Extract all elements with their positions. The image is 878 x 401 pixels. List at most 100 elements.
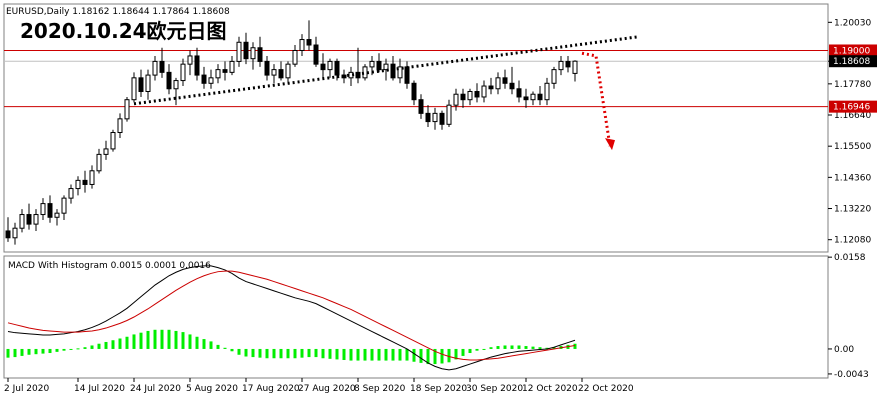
candle [320, 53, 326, 78]
price-panel: 1.20030 1.18608 1.17780 1.16640 1.15500 1.143… [3, 3, 877, 253]
candle-body-down [82, 179, 88, 185]
macd-histogram-bar [146, 330, 150, 349]
macd-histogram-bar [461, 348, 465, 356]
candle-body-down [166, 71, 172, 90]
candle [131, 72, 137, 103]
x-axis-label: 5 Aug 2020 [186, 384, 238, 394]
macd-histogram-bar [125, 336, 129, 349]
macd-panel: 2 Jul 2020 14 Jul 2020 24 Jul 2020 5 Aug 20… [3, 253, 869, 394]
macd-histogram-bar [510, 345, 514, 349]
candle [523, 88, 529, 108]
candle-body-down [488, 85, 494, 90]
price-panel-frame [3, 3, 829, 253]
macd-histogram-bar [517, 345, 521, 349]
macd-histogram-bar [349, 348, 353, 361]
macd-histogram-bar [209, 341, 213, 349]
candle [40, 198, 46, 221]
macd-axis-label: -0.0043 [834, 370, 869, 380]
candle-body-up [495, 77, 501, 90]
price-axis-label: 1.12080 [834, 236, 871, 246]
candle [411, 80, 417, 106]
macd-histogram-bar [496, 346, 500, 349]
candle-body-down [425, 112, 431, 123]
candle [138, 69, 144, 97]
candle [96, 148, 102, 174]
candle [194, 47, 200, 81]
candle-body-down [47, 203, 53, 218]
candle [117, 113, 123, 138]
candle-body-up [68, 188, 74, 199]
macd-histogram-bar [181, 332, 185, 349]
candle-body-up [369, 60, 375, 68]
macd-histogram-bar [412, 348, 416, 362]
candle [446, 99, 452, 128]
forecast-arrow [581, 51, 612, 147]
x-axis-label: 18 Sep 2020 [410, 384, 467, 394]
macd-histogram-bar [454, 348, 458, 360]
macd-histogram-bar [482, 348, 486, 350]
candle-body-up [152, 60, 158, 76]
candle [474, 83, 480, 103]
macd-histogram-bar [363, 348, 367, 361]
macd-histogram-bar [419, 348, 423, 363]
candle-body-down [138, 77, 144, 92]
price-axis-label: 1.14360 [834, 173, 871, 183]
macd-histogram-bar [286, 348, 290, 359]
candle-body-up [250, 47, 256, 60]
macd-histogram-bar [97, 343, 101, 349]
x-axis-label: 17 Aug 2020 [242, 384, 300, 394]
candle-body-down [404, 66, 410, 84]
candle-body-down [278, 69, 284, 79]
candle-body-up [383, 63, 389, 71]
candle-body-up [558, 60, 564, 71]
candle-body-up [180, 63, 186, 82]
candle [481, 80, 487, 103]
macd-histogram-bar [195, 336, 199, 349]
candle [278, 61, 284, 81]
macd-histogram-bar [538, 347, 542, 349]
candle-body-up [61, 197, 67, 214]
candle [460, 88, 466, 108]
candle [173, 77, 179, 106]
candle [5, 217, 11, 242]
candle-body-up [54, 212, 60, 218]
macd-panel-frame [3, 255, 829, 379]
macd-histogram-bar [118, 338, 122, 349]
macd-histogram-bar [62, 348, 66, 351]
candle-body-up [173, 80, 179, 90]
macd-histogram-bar [391, 348, 395, 361]
candle-body-down [390, 63, 396, 79]
candle-body-up [432, 112, 438, 123]
candle-body-up [187, 55, 193, 65]
candle [516, 80, 522, 103]
candle-body-down [222, 69, 228, 73]
macd-histogram-bar [475, 348, 479, 351]
candle [82, 170, 88, 193]
candle-body-up [131, 77, 137, 101]
macd-histogram-bar [293, 348, 297, 359]
candle [453, 88, 459, 111]
candle-body-down [460, 93, 466, 101]
macd-histogram-bar [258, 348, 262, 358]
macd-histogram-bar [531, 346, 535, 349]
macd-histogram-bar [76, 348, 80, 350]
candle-body-up [103, 148, 109, 155]
candle-body-up [544, 82, 550, 101]
macd-histogram-bar [328, 348, 332, 359]
macd-histogram-bar [188, 334, 192, 349]
macd-histogram-bar [265, 348, 269, 359]
candle-body-up [481, 85, 487, 98]
candle-body-down [439, 112, 445, 125]
candle-body-down [313, 44, 319, 65]
macd-histogram-bar [139, 332, 143, 349]
candle [215, 64, 221, 84]
macd-histogram-bar [69, 348, 73, 350]
macd-axis-label: 0.0158 [834, 253, 866, 263]
macd-histogram-bar [244, 348, 248, 357]
candle [313, 36, 319, 67]
chart-title: 2020.10.24欧元日图 [20, 19, 227, 43]
macd-histogram-bar [468, 348, 472, 354]
candle [299, 34, 305, 56]
candle [89, 165, 95, 189]
candle [145, 69, 151, 100]
